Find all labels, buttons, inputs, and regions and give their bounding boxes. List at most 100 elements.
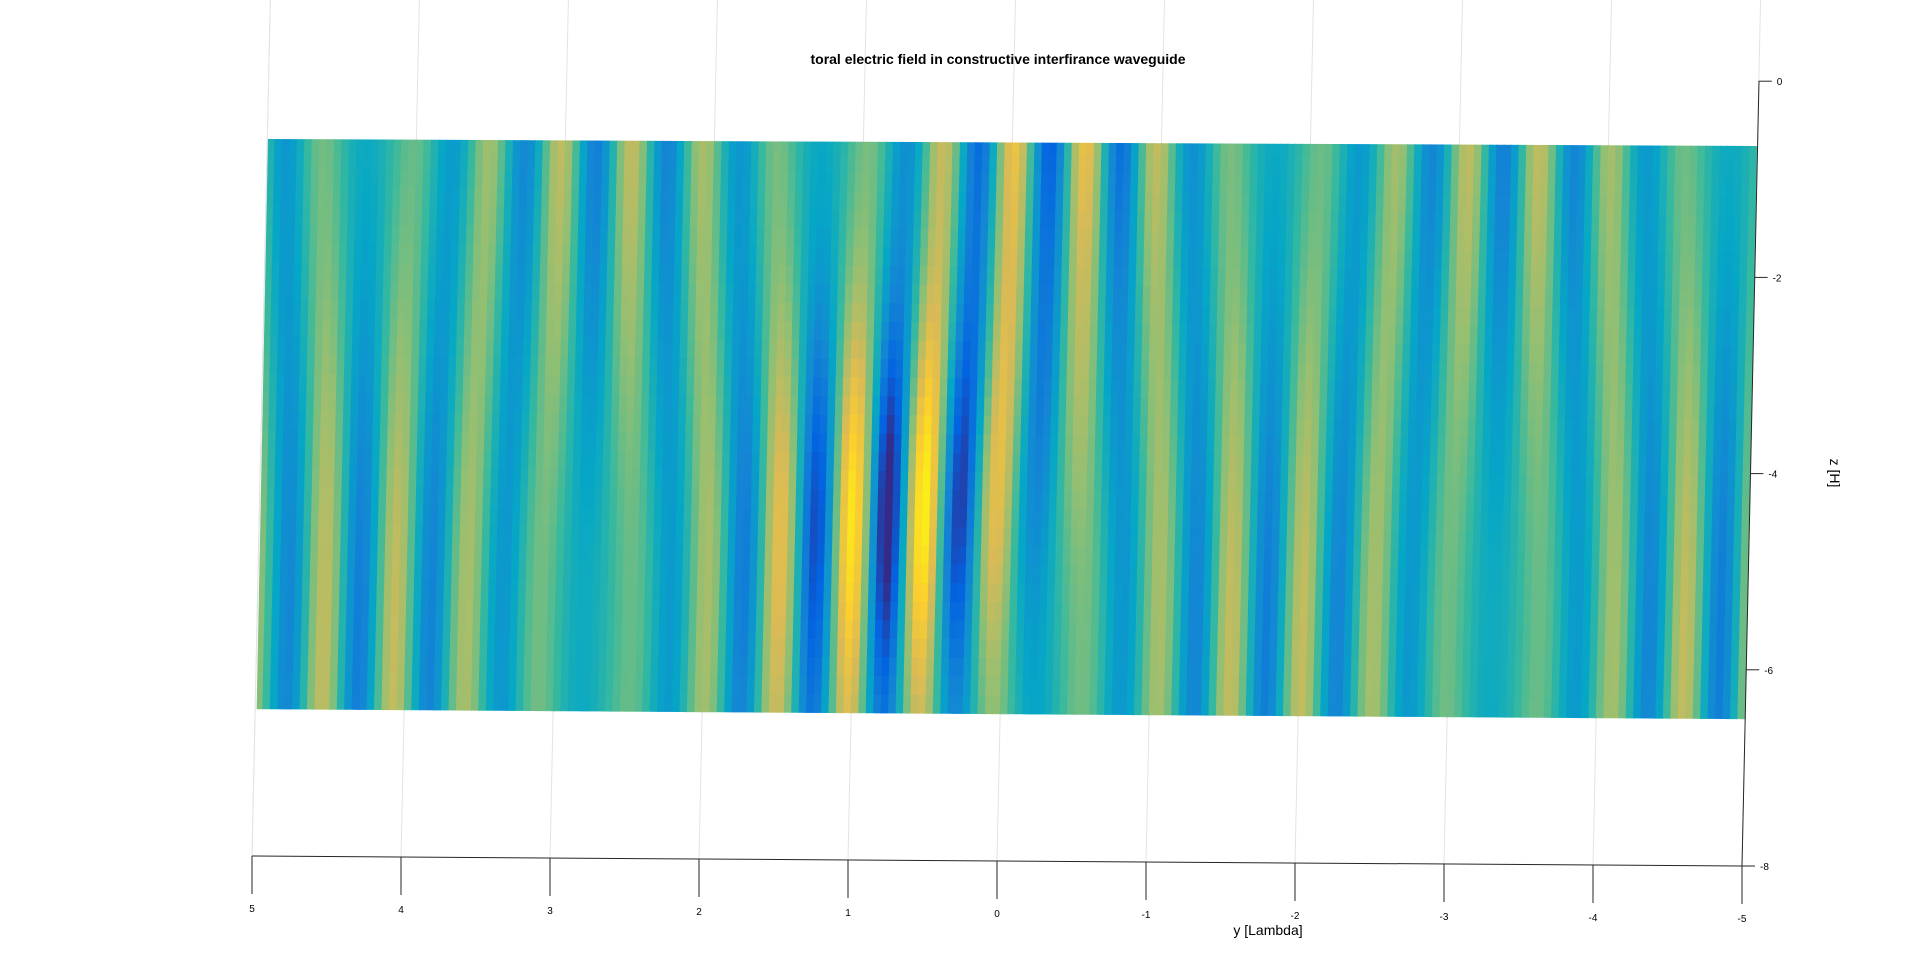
surface-cell — [1693, 289, 1703, 309]
surface-cell — [687, 301, 697, 321]
surface-cell — [1428, 511, 1437, 531]
surface-cell — [827, 395, 836, 415]
surface-cell — [967, 470, 976, 491]
surface-cell — [1403, 641, 1412, 662]
surface-cell — [1381, 287, 1390, 307]
surface-cell — [955, 675, 965, 696]
surface-cell — [814, 637, 824, 658]
surface-cell — [919, 247, 929, 267]
surface-cell — [1662, 699, 1672, 719]
surface-cell — [790, 376, 800, 396]
surface-cell — [873, 339, 882, 360]
surface-cell — [597, 337, 607, 358]
surface-cell — [1217, 286, 1226, 306]
surface-cell — [915, 433, 925, 453]
surface-cell — [1122, 546, 1131, 566]
surface-cell — [470, 355, 480, 376]
surface-cell — [1600, 475, 1610, 495]
surface-cell — [1332, 473, 1341, 493]
surface-cell — [893, 433, 903, 453]
surface-cell — [773, 488, 782, 508]
surface-cell — [1215, 696, 1225, 716]
surface-cell — [433, 691, 443, 711]
surface-cell — [819, 395, 829, 415]
surface-cell — [1559, 325, 1568, 346]
surface-cell — [596, 393, 605, 414]
surface-cell — [1425, 660, 1434, 680]
surface-cell — [523, 691, 532, 712]
surface-cell — [1218, 565, 1228, 586]
surface-cell — [1700, 699, 1709, 719]
surface-cell — [1189, 546, 1198, 567]
surface-cell — [1277, 584, 1287, 605]
surface-cell — [1223, 342, 1232, 362]
surface-cell — [538, 654, 548, 674]
surface-cell — [708, 375, 718, 396]
surface-cell — [731, 674, 741, 694]
surface-cell — [1380, 660, 1390, 680]
surface-cell — [1028, 415, 1037, 435]
surface-cell — [495, 560, 505, 581]
surface-cell — [418, 374, 427, 394]
surface-cell — [369, 560, 378, 580]
surface-cell — [1312, 380, 1321, 400]
surface-cell — [685, 431, 694, 452]
surface-cell — [576, 617, 586, 637]
surface-cell — [1048, 527, 1057, 547]
surface-cell — [1024, 564, 1034, 584]
surface-cell — [1095, 378, 1105, 398]
surface-cell — [1268, 678, 1277, 698]
surface-cell — [1446, 697, 1456, 718]
surface-cell — [1429, 455, 1439, 475]
surface-cell — [1434, 585, 1443, 606]
surface-cell — [1513, 381, 1522, 401]
surface-cell — [1164, 640, 1174, 660]
surface-cell — [1057, 452, 1066, 473]
surface-cell — [447, 374, 457, 394]
surface-cell — [837, 619, 847, 639]
surface-cell — [853, 563, 863, 583]
surface-cell — [1723, 643, 1733, 664]
surface-cell — [1312, 342, 1322, 363]
surface-cell — [938, 433, 947, 453]
surface-cell — [815, 246, 825, 266]
surface-cell — [576, 636, 585, 656]
surface-cell — [389, 672, 398, 692]
surface-cell — [389, 299, 399, 319]
surface-cell — [1574, 661, 1583, 681]
surface-cell — [832, 525, 841, 546]
surface-cell — [788, 451, 798, 471]
surface-cell — [1169, 435, 1178, 455]
surface-cell — [419, 318, 428, 338]
surface-cell — [978, 284, 988, 304]
surface-cell — [1201, 342, 1210, 362]
surface-cell — [688, 618, 698, 638]
surface-cell — [1168, 490, 1177, 511]
surface-cell — [1028, 378, 1038, 398]
surface-cell — [1591, 568, 1600, 588]
surface-cell — [1232, 603, 1242, 623]
surface-cell — [1595, 344, 1605, 365]
surface-cell — [567, 375, 576, 395]
surface-cell — [1329, 603, 1339, 624]
surface-cell — [1364, 361, 1374, 382]
surface-cell — [941, 302, 950, 323]
surface-cell — [1411, 604, 1421, 624]
surface-cell — [404, 318, 413, 338]
surface-cell — [1192, 416, 1201, 436]
surface-cell — [828, 675, 838, 695]
surface-cell — [493, 337, 502, 357]
surface-cell — [1461, 362, 1470, 382]
surface-cell — [1290, 696, 1299, 717]
surface-cell — [269, 354, 278, 374]
surface-cell — [763, 581, 773, 601]
surface-cell — [292, 690, 301, 710]
surface-cell — [1370, 436, 1379, 456]
surface-cell — [472, 598, 482, 618]
surface-cell — [635, 655, 645, 675]
surface-cell — [584, 580, 594, 600]
surface-cell — [588, 393, 598, 414]
surface-cell — [1351, 287, 1360, 307]
surface-cell — [748, 245, 758, 266]
surface-cell — [1449, 586, 1458, 606]
